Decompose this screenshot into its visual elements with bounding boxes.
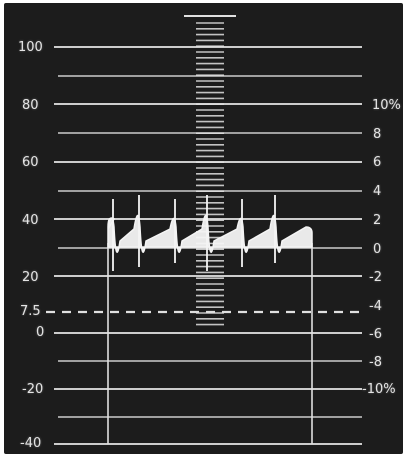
right-label-minus-10-percent: -10% [362,382,396,397]
left-label-7-5: 7.5 [20,304,41,319]
waveform-graticule [46,15,366,445]
right-label-minus-4: -4 [369,299,382,314]
waveform-monitor-screen: 100 80 60 40 20 7.5 0 -20 -40 10% 8 6 4 … [4,3,403,454]
left-label-minus-40: -40 [20,436,42,451]
right-label-8: 8 [373,127,382,142]
right-label-6: 6 [373,155,382,170]
left-label-40: 40 [22,213,39,228]
right-label-minus-8: -8 [369,355,382,370]
left-label-100: 100 [18,40,43,55]
right-label-minus-2: -2 [369,270,382,285]
right-label-2: 2 [373,213,382,228]
right-label-10-percent: 10% [372,98,401,113]
left-label-60: 60 [22,155,39,170]
right-label-0: 0 [373,242,382,257]
left-label-20: 20 [22,270,39,285]
right-label-minus-6: -6 [369,327,382,342]
left-label-0: 0 [36,325,45,340]
left-label-minus-20: -20 [22,382,44,397]
right-label-4: 4 [373,184,382,199]
left-label-80: 80 [22,98,39,113]
